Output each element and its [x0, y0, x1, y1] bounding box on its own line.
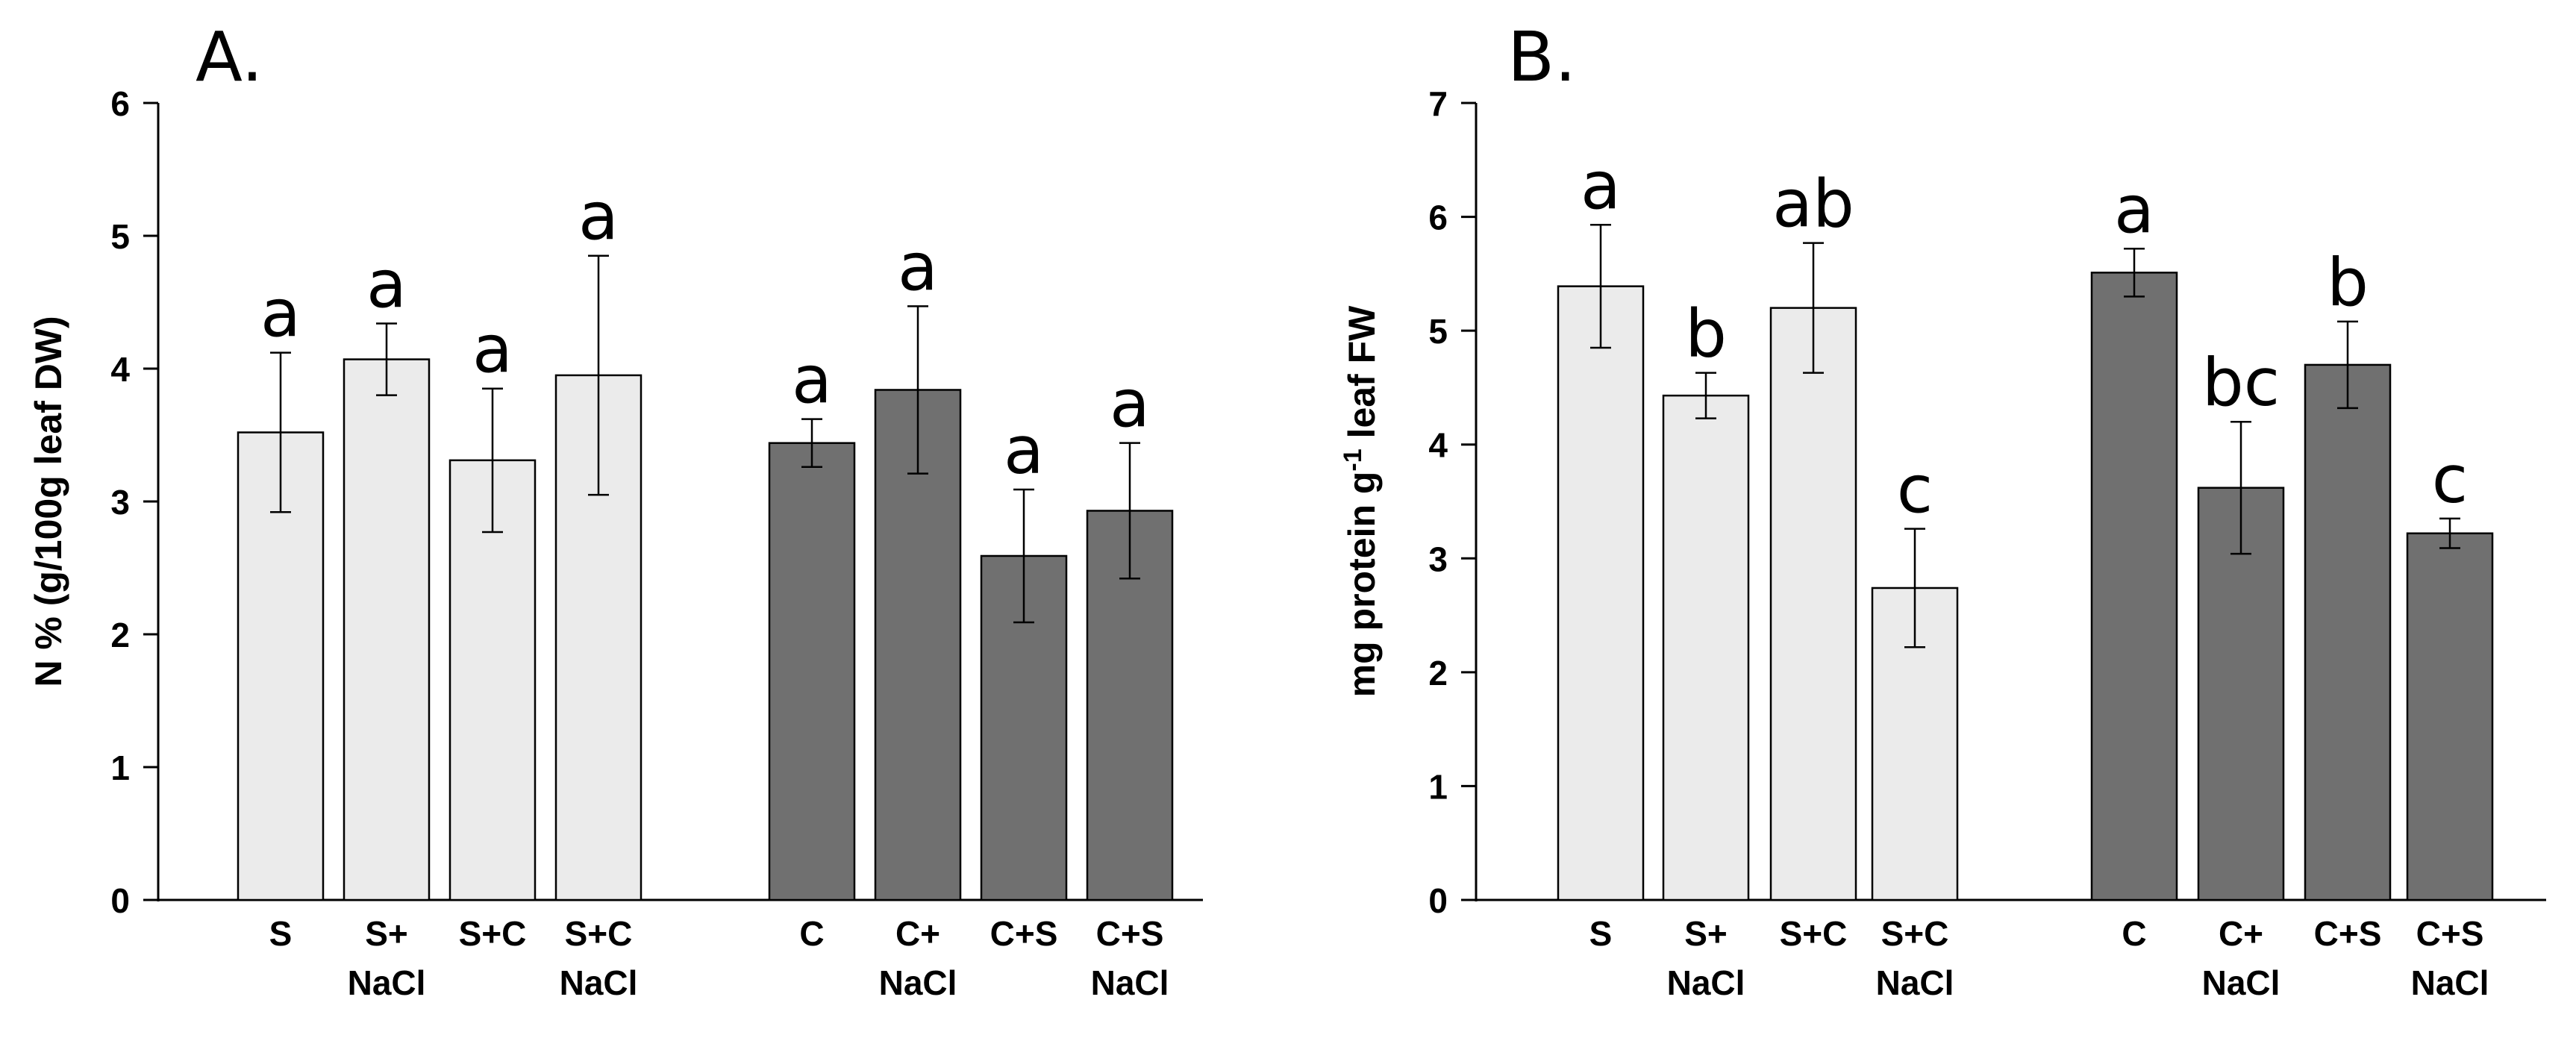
y-axis-label-superscript: -1	[1339, 448, 1367, 471]
x-tick-label: S+	[1684, 914, 1728, 953]
bar	[2304, 363, 2392, 901]
bar	[1662, 394, 1750, 901]
significance-letter: bc	[2202, 344, 2280, 421]
bar	[1769, 307, 1857, 901]
x-tick-label: NaCl	[2202, 963, 2280, 1002]
x-tick-label: C	[2122, 914, 2146, 953]
significance-letter: a	[2114, 171, 2154, 248]
x-tick-label: NaCl	[1876, 963, 1954, 1002]
y-tick-label: 4	[1428, 426, 1448, 465]
significance-letter: a	[1110, 366, 1150, 443]
x-tick-label: C+S	[2314, 914, 2382, 953]
significance-letter: a	[366, 246, 407, 322]
x-tick-label: C	[799, 914, 824, 953]
y-tick-label: 0	[1428, 881, 1448, 920]
x-tick-label: NaCl	[560, 963, 638, 1002]
significance-letter: ab	[1772, 166, 1854, 243]
significance-letter: a	[578, 178, 619, 255]
bar	[448, 459, 537, 901]
x-tick-label: C+S	[1096, 914, 1164, 953]
x-tick-label: NaCl	[348, 963, 426, 1002]
y-tick-label: 2	[110, 616, 130, 654]
bar	[2197, 487, 2285, 901]
bar	[2090, 272, 2178, 901]
significance-letter: a	[472, 311, 513, 388]
y-tick-label: 2	[1428, 654, 1448, 692]
x-tick-label: S	[1589, 914, 1613, 953]
x-tick-label: NaCl	[1667, 963, 1745, 1002]
y-axis-label-tail: leaf FW	[1341, 305, 1383, 448]
significance-letter: a	[792, 342, 832, 419]
x-tick-label: S	[269, 914, 293, 953]
bar	[2406, 532, 2494, 901]
x-tick-label: C+	[2219, 914, 2263, 953]
y-tick-label: 4	[110, 350, 130, 389]
chart-panel-a: 0 1 2 3 4 5 6 N % (g/100g leaf DW) A. a Sa S+ NaCl a S…	[28, 17, 1203, 1002]
x-tick-label: NaCl	[2411, 963, 2489, 1002]
panel-label: A.	[196, 17, 263, 97]
x-tick-label: C+	[895, 914, 940, 953]
y-tick-label: 3	[110, 483, 130, 522]
x-tick-label: S+C	[1881, 914, 1949, 953]
bar	[1557, 285, 1645, 901]
significance-letter: c	[1897, 451, 1933, 528]
y-tick-label: 3	[1428, 540, 1448, 578]
x-tick-label: C+S	[2416, 914, 2484, 953]
bar	[343, 358, 431, 901]
x-tick-label: S+C	[1780, 914, 1848, 953]
y-tick-label: 6	[110, 84, 130, 123]
significance-letter: a	[260, 275, 301, 352]
y-tick-label: 1	[110, 748, 130, 787]
x-tick-label: S+C	[459, 914, 527, 953]
y-tick-label: 1	[1428, 767, 1448, 806]
y-axis-label: mg protein g-1 leaf FW	[1339, 305, 1383, 697]
y-tick-label: 5	[110, 217, 130, 256]
y-axis-label: N % (g/100g leaf DW)	[28, 316, 69, 687]
bar	[768, 442, 856, 901]
y-tick-label: 0	[110, 881, 130, 920]
x-tick-label: NaCl	[879, 963, 957, 1002]
significance-letter: a	[898, 228, 938, 305]
significance-letter: a	[1581, 147, 1621, 224]
significance-letter: a	[1004, 412, 1044, 489]
x-tick-label: C+S	[990, 914, 1058, 953]
y-tick-label: 5	[1428, 312, 1448, 351]
y-tick-label: 6	[1428, 198, 1448, 237]
panel-label: B.	[1507, 17, 1576, 97]
significance-letter: c	[2432, 441, 2468, 518]
significance-letter: b	[1685, 296, 1727, 372]
y-tick-label: 7	[1428, 84, 1448, 123]
x-tick-label: S+C	[565, 914, 633, 953]
x-tick-label: NaCl	[1091, 963, 1169, 1002]
x-tick-label: S+	[365, 914, 408, 953]
significance-letter: b	[2327, 244, 2369, 321]
